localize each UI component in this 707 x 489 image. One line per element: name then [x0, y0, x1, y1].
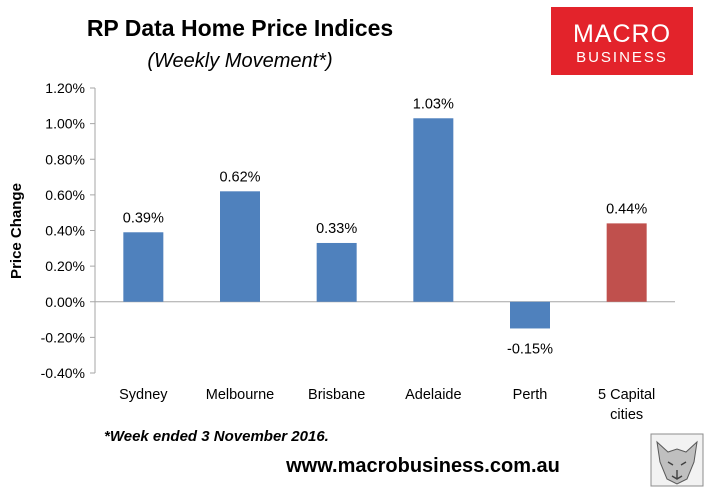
- category-label: 5 Capital: [598, 387, 655, 403]
- category-label: cities: [610, 407, 643, 423]
- chart-title: RP Data Home Price Indices: [87, 15, 393, 41]
- bar-melbourne: [220, 191, 260, 302]
- bar-adelaide: [413, 118, 454, 302]
- y-axis-label: Price Change: [8, 183, 25, 279]
- y-tick-label: 0.20%: [45, 258, 85, 274]
- data-label: 0.33%: [316, 221, 357, 237]
- category-label: Perth: [513, 387, 548, 403]
- category-label: Adelaide: [405, 387, 461, 403]
- data-label: 0.44%: [606, 201, 647, 217]
- y-tick-label: 0.80%: [45, 151, 85, 167]
- data-label: 1.03%: [413, 96, 454, 112]
- macrobusiness-logo: MACRO BUSINESS: [551, 7, 693, 75]
- bars: [123, 118, 647, 329]
- axes: -0.40% -0.20% 0.00% 0.20% 0.40% 0.60% 0.80% 1.0…: [41, 80, 675, 381]
- y-tick-label: 0.60%: [45, 187, 85, 203]
- y-tick-label: 1.20%: [45, 80, 85, 96]
- y-tick-label: 0.00%: [45, 294, 85, 310]
- category-labels: Sydney Melbourne Brisbane Adelaide Perth 5 Ca…: [119, 387, 655, 423]
- category-label: Melbourne: [206, 387, 275, 403]
- bar-perth: [510, 301, 550, 329]
- y-tick-label: -0.40%: [41, 365, 85, 381]
- bar-brisbane: [316, 242, 357, 302]
- website-url: www.macrobusiness.com.au: [285, 455, 560, 477]
- data-labels: 0.39% 0.62% 0.33% 1.03% -0.15% 0.44%: [123, 96, 648, 357]
- logo-line1: MACRO: [573, 20, 671, 48]
- y-tick-label: 1.00%: [45, 116, 85, 132]
- bar-sydney: [123, 232, 164, 302]
- logo-line2: BUSINESS: [576, 49, 668, 66]
- chart-subtitle: (Weekly Movement*): [147, 50, 332, 72]
- bar-5-capital-cities: [606, 223, 647, 302]
- logo-background: [551, 7, 693, 75]
- footnote: *Week ended 3 November 2016.: [104, 428, 329, 445]
- category-label: Brisbane: [308, 387, 365, 403]
- y-tick-label: -0.20%: [41, 329, 85, 345]
- wolf-emblem: [650, 433, 704, 487]
- category-label: Sydney: [119, 387, 168, 403]
- data-label: 0.39%: [123, 210, 164, 226]
- y-tick-label: 0.40%: [45, 223, 85, 239]
- data-label: 0.62%: [219, 169, 260, 185]
- data-label: -0.15%: [507, 341, 553, 357]
